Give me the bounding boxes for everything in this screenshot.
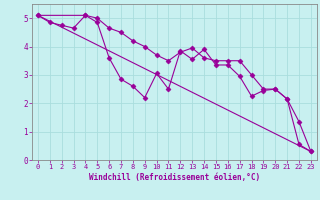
X-axis label: Windchill (Refroidissement éolien,°C): Windchill (Refroidissement éolien,°C)	[89, 173, 260, 182]
